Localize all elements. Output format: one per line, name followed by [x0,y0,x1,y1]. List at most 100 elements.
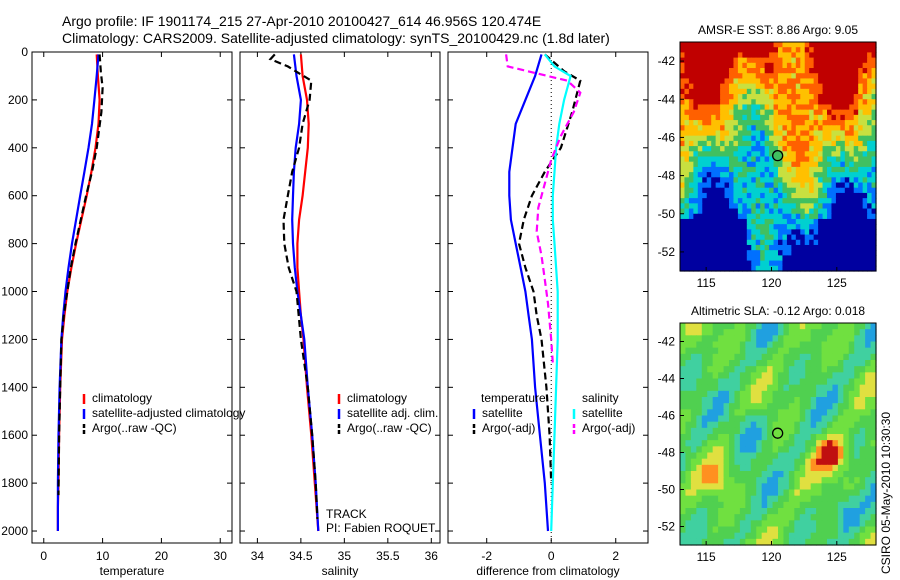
map-4-cell [761,390,768,398]
map-3-cell [760,156,766,163]
map-4-cell [859,458,866,466]
map-3-cell [702,68,708,74]
map-3-cell [746,57,752,64]
map-3-cell [751,146,757,152]
map-4-cell [870,452,877,460]
map-3-cell [733,68,739,74]
map-3-cell [751,166,757,173]
map-3-cell [831,244,837,251]
map-3-cell [822,260,828,267]
map-4-cell [712,471,719,478]
depth-tick-label: 400 [8,141,28,155]
map-3-cell [737,187,743,194]
map-4-cell [794,427,801,435]
map-3-cell [822,135,828,142]
map-3-cell [680,234,686,241]
map-3-cell [680,218,686,225]
map-4-cell [707,347,714,355]
map-3-cell [702,239,708,246]
map-3-cell [715,114,721,121]
map-3-cell [742,104,748,111]
map-4-cell [756,390,763,398]
map-3-cell [769,151,775,158]
map-3-cell [791,47,797,54]
map-3-cell [693,250,699,256]
map-3-cell [862,156,868,163]
map-3-cell [746,109,752,116]
map-3-cell [751,52,757,59]
map-3-cell [688,104,694,111]
map-3-cell [688,244,694,251]
map-4-cell [870,384,877,392]
map-3-cell [813,109,819,116]
map-3-cell [849,224,855,230]
map-4-cell [810,409,817,417]
map-4-cell [680,390,687,398]
map-3-cell [791,224,797,230]
map-3-cell [853,68,859,74]
map-3-cell [773,57,779,64]
map-3-cell [706,120,712,126]
map-3-cell [706,213,712,220]
map-3-cell [729,234,735,241]
map-4-cell [739,483,746,491]
map-3-cell [835,140,841,147]
map-3-cell [724,177,730,184]
map-3-cell [711,135,717,142]
map-3-cell [849,208,855,215]
map-4-cell [690,347,697,355]
map-4-cell [816,501,823,509]
depth-tick-label: 1200 [1,332,28,346]
map-4-cell [690,458,697,466]
map-3-cell [746,130,752,137]
map-4-cell [788,378,795,386]
map-3-cell [760,62,766,69]
map-4-cell [783,421,790,429]
map-4-cell [701,471,708,478]
map-3-cell [746,265,752,272]
map-3-cell [840,109,846,116]
map-4-cell [690,341,697,349]
map-4-cell [805,532,812,540]
map-4-cell [701,427,708,435]
map-4-cell [723,421,730,429]
map-4-cell [827,341,834,349]
map-4-cell [832,427,839,435]
map-4-cell [756,329,763,336]
map-4-cell [778,452,785,460]
map-3-cell [711,146,717,152]
map-3-cell [720,73,726,80]
map-3-cell [818,47,824,54]
map-3-cell [751,62,757,69]
map-4-cell [745,360,752,367]
map-3-cell [733,224,739,230]
map-3-cell [862,177,868,184]
map-3-cell [809,203,815,210]
map-3-cell [778,218,784,225]
map-3-cell [791,73,797,80]
map-3-cell [702,47,708,54]
map-4-cell [745,440,752,447]
map-3-cell [769,161,775,168]
map-3-cell [844,83,850,90]
map-4-cell [832,538,839,546]
map-4-cell [729,378,736,386]
map-4-cell [837,464,844,472]
map-3-cell [697,130,703,137]
map-4-cell [854,415,861,423]
map-3-cell [720,166,726,173]
map-4-cell [761,532,768,540]
map-4-cell [837,477,844,484]
map-4-cell [680,341,687,349]
map-3-cell [688,182,694,189]
map-3-cell [809,198,815,204]
map-3-cell [769,47,775,54]
map-3-cell [822,166,828,173]
map-4-cell [805,390,812,398]
map-3-cell [706,114,712,121]
map-4-cell [865,520,872,528]
map-4-cell [827,538,834,546]
map-3-cell [733,88,739,95]
map-4-cell [799,538,806,546]
map-3-cell [858,140,864,147]
